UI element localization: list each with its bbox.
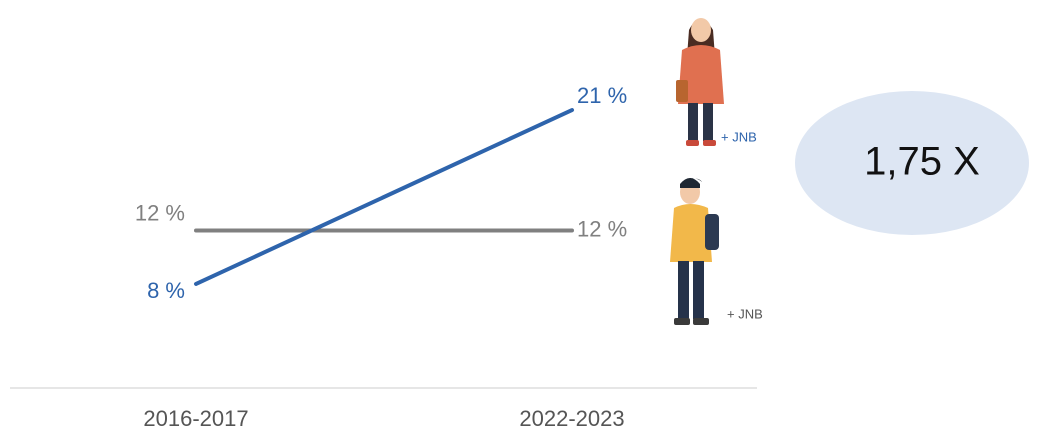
annotation: + JNB [727,306,763,321]
value-label: 8 % [147,278,185,303]
ratio-text: 1,75 X [864,140,980,184]
value-label: 21 % [577,83,627,108]
boy-illustration [670,178,719,325]
ratio-badge [795,91,1029,235]
annotation: + JNB [721,129,757,144]
x-tick-label: 2016-2017 [143,406,248,431]
value-label: 12 % [135,200,185,225]
girl-illustration [676,18,724,146]
value-label: 12 % [577,216,627,241]
series-line [194,108,574,286]
x-tick-label: 2022-2023 [519,406,624,431]
